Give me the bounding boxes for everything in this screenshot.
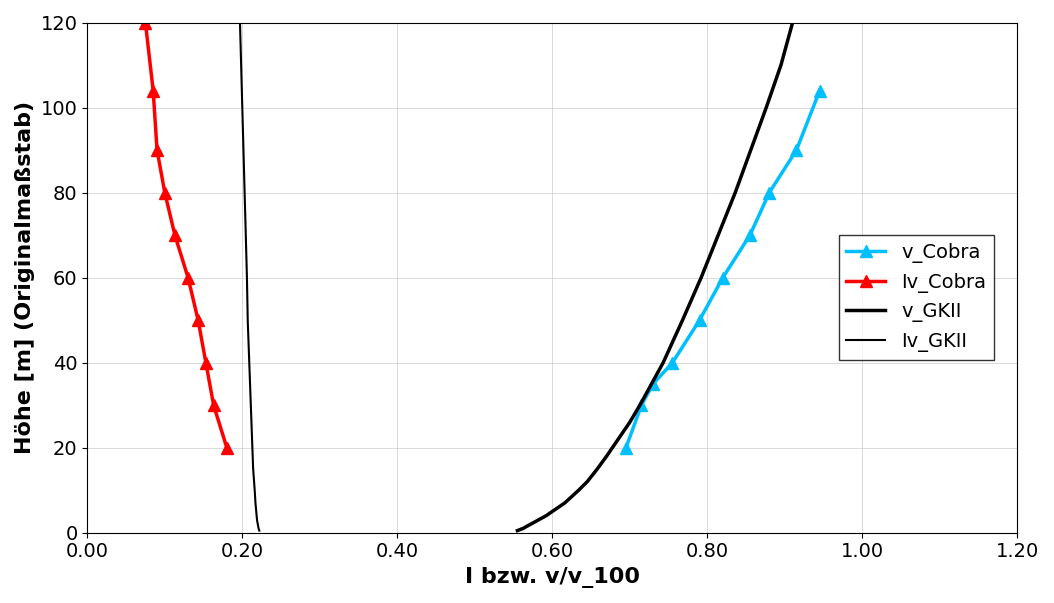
v_Cobra	[620, 444, 632, 451]
v_Cobra	[763, 189, 776, 196]
v_GKII	[532, 516, 545, 523]
v_Cobra	[636, 402, 648, 409]
Line: Iv_Cobra: Iv_Cobra	[140, 17, 232, 453]
v_GKII	[552, 504, 565, 511]
Iv_GKII	[249, 487, 261, 494]
Iv_Cobra	[181, 274, 194, 281]
v_GKII	[645, 380, 658, 388]
v_GKII	[601, 453, 613, 460]
X-axis label: I bzw. v/v_100: I bzw. v/v_100	[465, 567, 640, 588]
Line: v_GKII: v_GKII	[518, 22, 793, 531]
v_Cobra	[814, 87, 826, 94]
v_GKII	[760, 104, 773, 111]
Iv_GKII	[242, 359, 255, 366]
v_GKII	[572, 487, 585, 494]
v_Cobra	[694, 317, 706, 324]
Iv_Cobra	[158, 189, 171, 196]
Iv_GKII	[234, 19, 247, 26]
Iv_Cobra	[169, 232, 181, 239]
v_GKII	[633, 402, 646, 409]
Iv_GKII	[253, 527, 266, 534]
Iv_Cobra	[192, 317, 204, 324]
Iv_Cobra	[199, 359, 212, 366]
v_Cobra	[717, 274, 729, 281]
Iv_GKII	[245, 402, 257, 409]
Iv_Cobra	[220, 444, 233, 451]
Iv_GKII	[236, 104, 249, 111]
v_Cobra	[647, 380, 660, 388]
Iv_GKII	[241, 317, 254, 324]
v_GKII	[695, 274, 707, 281]
v_GKII	[775, 62, 787, 69]
Iv_Cobra	[147, 87, 159, 94]
Iv_GKII	[250, 508, 262, 515]
v_GKII	[612, 435, 625, 443]
v_GKII	[581, 478, 593, 485]
Iv_GKII	[252, 525, 265, 532]
Legend: v_Cobra, Iv_Cobra, v_GKII, Iv_GKII: v_Cobra, Iv_Cobra, v_GKII, Iv_GKII	[839, 235, 994, 360]
v_Cobra	[666, 359, 679, 366]
Iv_GKII	[249, 499, 261, 507]
v_GKII	[511, 527, 524, 534]
v_GKII	[711, 232, 724, 239]
Iv_GKII	[251, 516, 264, 523]
Iv_Cobra	[139, 19, 152, 26]
Iv_GKII	[247, 466, 259, 473]
v_GKII	[729, 189, 742, 196]
v_GKII	[744, 147, 757, 154]
v_GKII	[624, 418, 637, 426]
Iv_GKII	[246, 444, 258, 451]
v_GKII	[563, 495, 575, 502]
v_GKII	[591, 466, 604, 473]
Iv_Cobra	[208, 402, 220, 409]
v_GKII	[657, 359, 669, 366]
v_GKII	[559, 499, 571, 507]
Y-axis label: Höhe [m] (Originalmaßstab): Höhe [m] (Originalmaßstab)	[15, 101, 35, 454]
v_GKII	[516, 525, 529, 532]
Iv_GKII	[246, 423, 258, 430]
Iv_GKII	[252, 520, 265, 528]
v_GKII	[677, 317, 689, 324]
v_GKII	[540, 512, 552, 519]
Iv_Cobra	[151, 147, 163, 154]
v_GKII	[786, 19, 799, 26]
v_GKII	[524, 520, 536, 528]
v_GKII	[546, 508, 559, 515]
Line: Iv_GKII: Iv_GKII	[240, 22, 259, 531]
Line: v_Cobra: v_Cobra	[621, 85, 825, 453]
Iv_GKII	[238, 189, 251, 196]
v_Cobra	[744, 232, 757, 239]
Iv_GKII	[240, 274, 253, 281]
v_Cobra	[790, 147, 803, 154]
